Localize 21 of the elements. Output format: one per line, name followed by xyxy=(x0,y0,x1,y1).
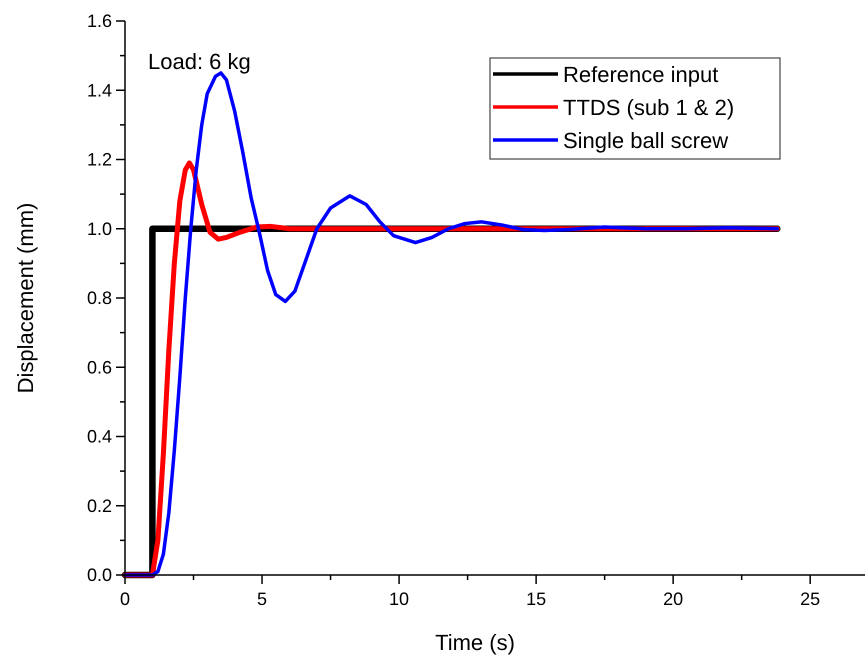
y-tick-label: 1.0 xyxy=(86,218,112,239)
x-tick-label: 10 xyxy=(389,589,410,609)
annotation: Load: 6 kg xyxy=(148,49,251,74)
x-tick-label: 20 xyxy=(663,589,684,609)
y-axis-title: Displacement (mm) xyxy=(13,202,38,394)
x-tick-label: 5 xyxy=(257,589,268,609)
x-tick-label: 15 xyxy=(526,589,546,609)
x-tick-label: 25 xyxy=(800,589,820,609)
x-axis-title: Time (s) xyxy=(435,630,515,655)
y-tick-label: 0.8 xyxy=(86,288,112,308)
y-tick-label: 1.2 xyxy=(86,150,112,170)
legend-label: TTDS (sub 1 & 2) xyxy=(563,95,734,120)
y-tick-label: 0.6 xyxy=(86,357,112,378)
y-tick-label: 0.0 xyxy=(86,565,112,585)
x-tick-label: 0 xyxy=(120,589,130,609)
y-tick-label: 0.4 xyxy=(86,426,112,446)
y-tick-label: 1.4 xyxy=(86,80,112,100)
y-tick-label: 0.2 xyxy=(86,496,112,516)
legend-label: Reference input xyxy=(563,62,718,87)
legend-label: Single ball screw xyxy=(563,128,728,153)
y-tick-label: 1.6 xyxy=(86,11,112,31)
